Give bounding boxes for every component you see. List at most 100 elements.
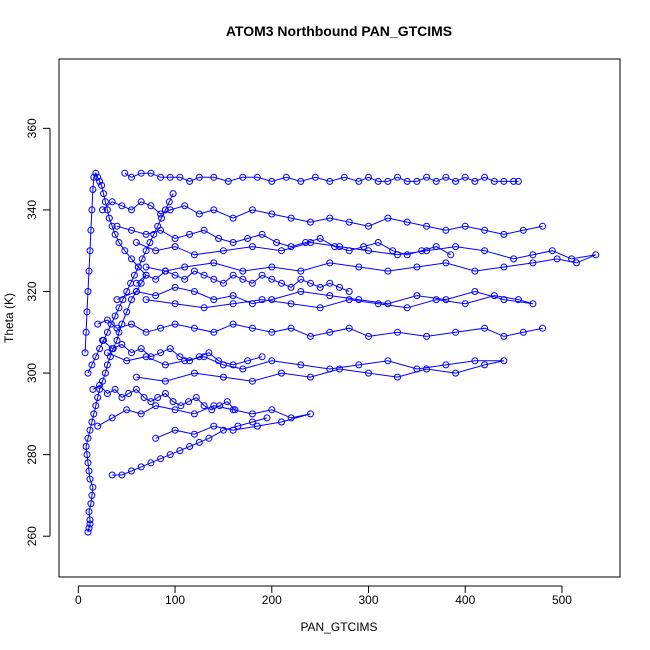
data-point — [248, 418, 256, 426]
data-point — [529, 300, 537, 308]
data-point — [108, 222, 116, 230]
data-point — [92, 402, 100, 410]
data-point — [210, 275, 218, 283]
data-point — [82, 443, 90, 450]
data-point — [171, 283, 179, 291]
data-point — [258, 296, 266, 304]
data-point — [101, 369, 109, 377]
data-point — [84, 369, 92, 377]
data-point — [89, 483, 97, 491]
data-point — [205, 434, 213, 442]
data-point — [92, 353, 100, 361]
data-point — [195, 173, 203, 181]
data-point — [200, 304, 208, 312]
data-point — [165, 198, 173, 206]
data-point — [307, 410, 314, 418]
data-point — [137, 279, 145, 287]
data-point — [365, 222, 372, 230]
data-point — [210, 296, 218, 304]
data-point — [123, 357, 131, 365]
data-point — [229, 361, 237, 369]
data-point — [88, 491, 96, 499]
data-point — [239, 365, 247, 373]
data-point — [307, 239, 314, 246]
data-point — [192, 394, 200, 401]
series-line — [112, 417, 268, 476]
data-point — [248, 324, 256, 332]
data-point — [84, 434, 92, 442]
data-point — [432, 243, 440, 251]
data-point — [553, 255, 561, 263]
data-point — [452, 328, 460, 336]
data-point — [123, 288, 131, 295]
data-point — [186, 177, 194, 185]
data-point — [355, 361, 363, 369]
data-point — [99, 206, 106, 214]
series-4 — [113, 283, 537, 312]
data-point — [326, 279, 334, 287]
data-point — [118, 394, 126, 401]
data-point — [108, 414, 116, 422]
x-tick-label: 200 — [262, 593, 282, 607]
data-point — [142, 271, 150, 279]
y-tick-label: 320 — [25, 281, 39, 301]
data-point — [336, 365, 343, 373]
data-point — [336, 283, 343, 291]
data-point — [181, 263, 189, 271]
data-point — [452, 177, 460, 185]
data-point — [394, 373, 401, 381]
data-point — [297, 177, 305, 185]
data-point — [568, 255, 576, 263]
data-point — [84, 288, 92, 295]
data-point — [176, 173, 184, 181]
data-point — [152, 402, 160, 410]
data-point — [171, 300, 179, 308]
data-point — [103, 349, 111, 357]
data-point — [85, 524, 93, 532]
data-point — [326, 177, 334, 185]
data-point — [219, 426, 227, 434]
data-point — [326, 328, 334, 336]
data-point — [132, 373, 140, 381]
data-point — [94, 394, 102, 401]
data-point — [81, 349, 89, 357]
data-point — [326, 259, 334, 267]
series-line — [116, 286, 534, 309]
data-point — [297, 361, 305, 369]
data-point — [128, 467, 135, 475]
data-point — [195, 353, 203, 361]
data-point — [481, 226, 489, 234]
data-point — [500, 357, 508, 365]
data-point — [374, 177, 382, 185]
data-point — [210, 206, 218, 214]
data-point — [108, 345, 116, 353]
data-point — [176, 447, 184, 455]
data-point — [539, 324, 547, 332]
data-point — [119, 296, 127, 304]
data-point — [268, 177, 276, 185]
data-point — [302, 239, 310, 246]
series-5 — [103, 349, 508, 385]
chart-title: ATOM3 Northbound PAN_GTCIMS — [226, 23, 452, 39]
data-point — [138, 255, 146, 263]
data-point — [461, 173, 469, 181]
data-point — [137, 463, 145, 471]
data-point — [82, 328, 90, 336]
data-point — [326, 214, 334, 222]
data-point — [592, 251, 600, 259]
data-point — [229, 214, 237, 222]
data-point — [282, 173, 290, 181]
data-point — [87, 500, 95, 508]
data-point — [181, 202, 189, 210]
data-point — [273, 239, 281, 246]
y-axis: 260 280 300 320 340 360 — [25, 118, 51, 546]
data-point — [190, 288, 198, 295]
data-point — [157, 455, 165, 463]
data-point — [195, 438, 203, 446]
data-point — [166, 206, 174, 214]
data-point — [113, 336, 121, 344]
series-12 — [113, 222, 455, 259]
data-point — [481, 247, 489, 255]
data-point — [108, 471, 116, 479]
